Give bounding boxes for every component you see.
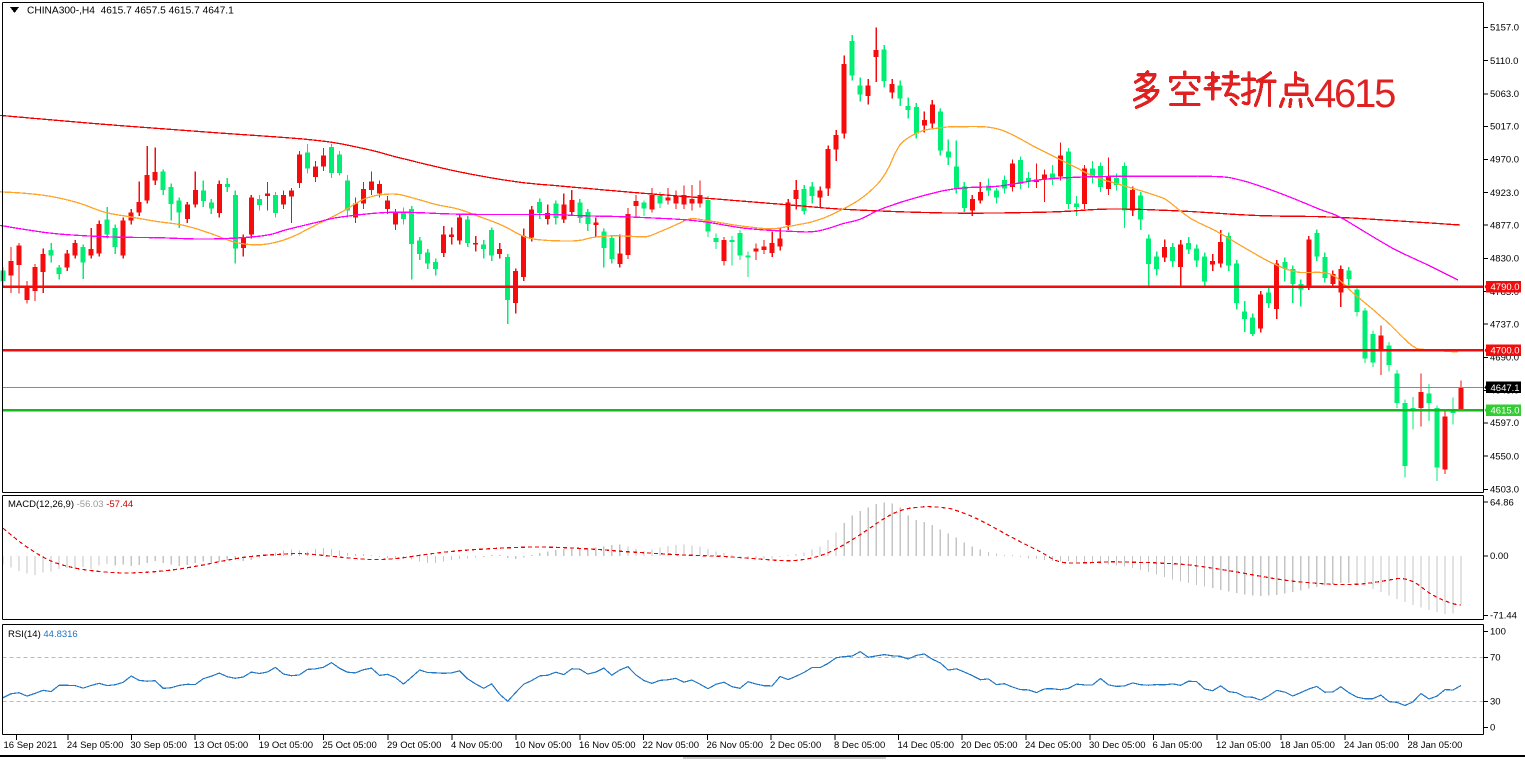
svg-text:30 Dec 05:00: 30 Dec 05:00 xyxy=(1089,740,1146,751)
svg-text:25 Oct 05:00: 25 Oct 05:00 xyxy=(322,740,376,751)
svg-text:4700.0: 4700.0 xyxy=(1491,346,1520,357)
svg-text:-71.44: -71.44 xyxy=(1490,611,1517,622)
svg-text:16 Nov 05:00: 16 Nov 05:00 xyxy=(579,740,636,751)
svg-text:4597.0: 4597.0 xyxy=(1490,418,1519,429)
svg-text:14 Dec 05:00: 14 Dec 05:00 xyxy=(898,740,955,751)
svg-text:24 Jan 05:00: 24 Jan 05:00 xyxy=(1344,740,1399,751)
svg-text:5063.0: 5063.0 xyxy=(1490,89,1519,100)
svg-text:4970.0: 4970.0 xyxy=(1490,155,1519,166)
svg-text:19 Oct 05:00: 19 Oct 05:00 xyxy=(259,740,313,751)
svg-text:30: 30 xyxy=(1490,697,1501,708)
svg-text:8 Dec 05:00: 8 Dec 05:00 xyxy=(834,740,885,751)
svg-text:13 Oct 05:00: 13 Oct 05:00 xyxy=(194,740,248,751)
svg-text:0.00: 0.00 xyxy=(1490,551,1509,562)
svg-text:100: 100 xyxy=(1490,627,1506,638)
svg-text:28 Jan 05:00: 28 Jan 05:00 xyxy=(1408,740,1463,751)
svg-text:4830.0: 4830.0 xyxy=(1490,254,1519,265)
svg-text:70: 70 xyxy=(1490,653,1501,664)
svg-text:2 Dec 05:00: 2 Dec 05:00 xyxy=(770,740,821,751)
svg-text:4 Nov 05:00: 4 Nov 05:00 xyxy=(451,740,502,751)
svg-text:5110.0: 5110.0 xyxy=(1490,56,1518,67)
svg-text:5017.0: 5017.0 xyxy=(1490,122,1519,133)
svg-text:4503.0: 4503.0 xyxy=(1490,485,1519,496)
svg-text:18 Jan 05:00: 18 Jan 05:00 xyxy=(1280,740,1335,751)
svg-text:22 Nov 05:00: 22 Nov 05:00 xyxy=(643,740,700,751)
svg-text:0: 0 xyxy=(1490,723,1495,734)
svg-text:4923.0: 4923.0 xyxy=(1490,188,1519,199)
svg-text:4737.0: 4737.0 xyxy=(1490,319,1519,330)
svg-text:4550.0: 4550.0 xyxy=(1490,451,1519,462)
svg-text:30 Sep 05:00: 30 Sep 05:00 xyxy=(130,740,187,751)
svg-text:4877.0: 4877.0 xyxy=(1490,220,1519,231)
svg-text:6 Jan 05:00: 6 Jan 05:00 xyxy=(1153,740,1203,751)
svg-text:10 Nov 05:00: 10 Nov 05:00 xyxy=(515,740,572,751)
svg-text:4615: 4615 xyxy=(1314,72,1395,116)
svg-text:CHINA300-,H4 4615.7 4657.5 46: CHINA300-,H4 4615.7 4657.5 4615.7 4647.1 xyxy=(27,6,234,17)
svg-text:4615.0: 4615.0 xyxy=(1491,406,1520,417)
svg-text:26 Nov 05:00: 26 Nov 05:00 xyxy=(707,740,764,751)
svg-text:4790.0: 4790.0 xyxy=(1491,282,1520,293)
svg-text:4647.1: 4647.1 xyxy=(1491,383,1520,394)
svg-text:4690.0: 4690.0 xyxy=(1490,353,1519,364)
svg-text:RSI(14) 44.8316: RSI(14) 44.8316 xyxy=(8,629,78,640)
svg-text:64.86: 64.86 xyxy=(1490,497,1514,508)
svg-text:24 Sep 05:00: 24 Sep 05:00 xyxy=(67,740,124,751)
svg-text:16 Sep 2021: 16 Sep 2021 xyxy=(4,740,58,751)
svg-text:5157.0: 5157.0 xyxy=(1490,23,1519,34)
svg-text:29 Oct 05:00: 29 Oct 05:00 xyxy=(387,740,441,751)
svg-text:20 Dec 05:00: 20 Dec 05:00 xyxy=(961,740,1018,751)
svg-text:MACD(12,26,9) -56.03 -57.44: MACD(12,26,9) -56.03 -57.44 xyxy=(8,499,133,510)
svg-text:24 Dec 05:00: 24 Dec 05:00 xyxy=(1025,740,1082,751)
svg-text:12 Jan 05:00: 12 Jan 05:00 xyxy=(1216,740,1271,751)
